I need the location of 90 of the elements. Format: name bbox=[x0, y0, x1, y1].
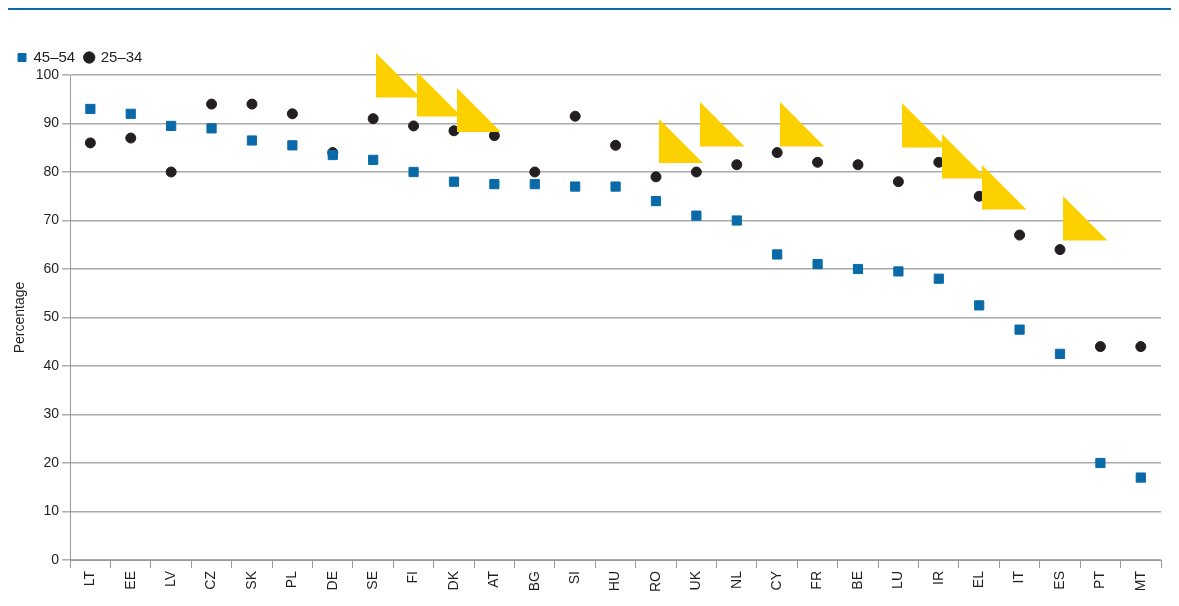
x-tick-label: FI bbox=[404, 571, 421, 584]
y-axis-title: Percentage bbox=[11, 281, 28, 354]
point bbox=[974, 300, 985, 311]
x-tick-label: NL bbox=[727, 570, 744, 589]
point bbox=[892, 176, 904, 188]
point bbox=[448, 176, 460, 187]
point bbox=[731, 159, 743, 171]
point bbox=[1135, 472, 1146, 483]
point bbox=[569, 110, 581, 122]
x-tick-label: FR bbox=[808, 571, 825, 590]
x-tick-label: HU bbox=[606, 571, 623, 592]
y-tick-label: 50 bbox=[43, 308, 60, 325]
point bbox=[1135, 341, 1147, 353]
point bbox=[489, 179, 500, 190]
point bbox=[529, 179, 540, 190]
x-tick-label: SI bbox=[566, 571, 583, 585]
point bbox=[85, 103, 96, 115]
x-tick-label: LU bbox=[889, 571, 906, 589]
y-tick-label: 100 bbox=[35, 65, 60, 82]
point bbox=[1054, 244, 1066, 256]
point bbox=[286, 108, 298, 120]
point bbox=[610, 181, 621, 192]
point bbox=[84, 137, 96, 149]
point bbox=[408, 120, 420, 132]
point bbox=[287, 140, 298, 151]
point bbox=[610, 139, 622, 151]
point bbox=[731, 215, 742, 226]
x-tick-label: UK bbox=[687, 570, 704, 591]
y-tick-label: 10 bbox=[43, 502, 60, 519]
point bbox=[367, 113, 379, 125]
x-tick-label: AT bbox=[485, 570, 502, 588]
point bbox=[812, 259, 823, 270]
point bbox=[690, 166, 702, 178]
x-tick-label: LT bbox=[81, 570, 98, 587]
x-tick-label: IR bbox=[929, 571, 946, 585]
point bbox=[206, 123, 217, 134]
y-tick-label: 70 bbox=[43, 211, 60, 228]
legend-label: 25–34 bbox=[100, 47, 143, 65]
point bbox=[408, 166, 419, 178]
x-tick-label: EL bbox=[970, 570, 987, 589]
point bbox=[125, 132, 137, 144]
x-tick-label: BE bbox=[848, 571, 865, 590]
x-tick-label: EE bbox=[121, 571, 138, 590]
x-tick-label: ES bbox=[1050, 571, 1067, 590]
point bbox=[650, 196, 662, 207]
point bbox=[448, 125, 460, 137]
point bbox=[691, 210, 702, 221]
point bbox=[812, 156, 824, 168]
point bbox=[570, 181, 581, 192]
x-tick-label: MT bbox=[1131, 570, 1148, 592]
point bbox=[1014, 324, 1025, 335]
y-tick-label: 20 bbox=[43, 453, 60, 470]
point bbox=[650, 171, 662, 183]
point bbox=[165, 166, 177, 178]
point bbox=[772, 249, 783, 260]
point bbox=[206, 98, 218, 110]
x-tick-label: RO bbox=[646, 570, 663, 592]
point bbox=[771, 147, 783, 159]
point bbox=[1054, 348, 1066, 359]
point bbox=[529, 166, 541, 178]
x-tick-label: LV bbox=[162, 570, 179, 588]
x-tick-label: BG bbox=[525, 571, 542, 592]
point bbox=[246, 98, 258, 110]
x-tick-label: SK bbox=[242, 570, 259, 590]
point bbox=[852, 159, 864, 171]
x-tick-label: PL bbox=[283, 570, 300, 589]
point bbox=[368, 154, 379, 165]
y-tick-label: 0 bbox=[51, 550, 60, 567]
y-tick-label: 80 bbox=[43, 162, 60, 179]
point bbox=[1094, 341, 1106, 353]
x-tick-label: IT bbox=[1010, 570, 1027, 584]
point bbox=[852, 263, 864, 275]
point bbox=[125, 108, 136, 119]
y-tick-label: 40 bbox=[43, 356, 60, 373]
x-tick-label: PT bbox=[1091, 570, 1108, 589]
point bbox=[933, 273, 944, 284]
point bbox=[246, 135, 258, 146]
y-tick-label: 90 bbox=[43, 114, 60, 131]
legend-label: 45–54 bbox=[33, 47, 76, 65]
point bbox=[1095, 457, 1106, 469]
x-tick-label: DK bbox=[444, 570, 461, 591]
y-tick-label: 60 bbox=[43, 259, 60, 276]
x-tick-label: SE bbox=[364, 571, 381, 590]
point bbox=[1014, 229, 1026, 241]
point bbox=[893, 266, 904, 277]
y-tick-label: 30 bbox=[43, 405, 60, 422]
point bbox=[166, 120, 177, 132]
x-tick-label: CZ bbox=[202, 570, 219, 590]
x-tick-label: CY bbox=[768, 570, 785, 591]
x-tick-label: DE bbox=[323, 571, 340, 591]
